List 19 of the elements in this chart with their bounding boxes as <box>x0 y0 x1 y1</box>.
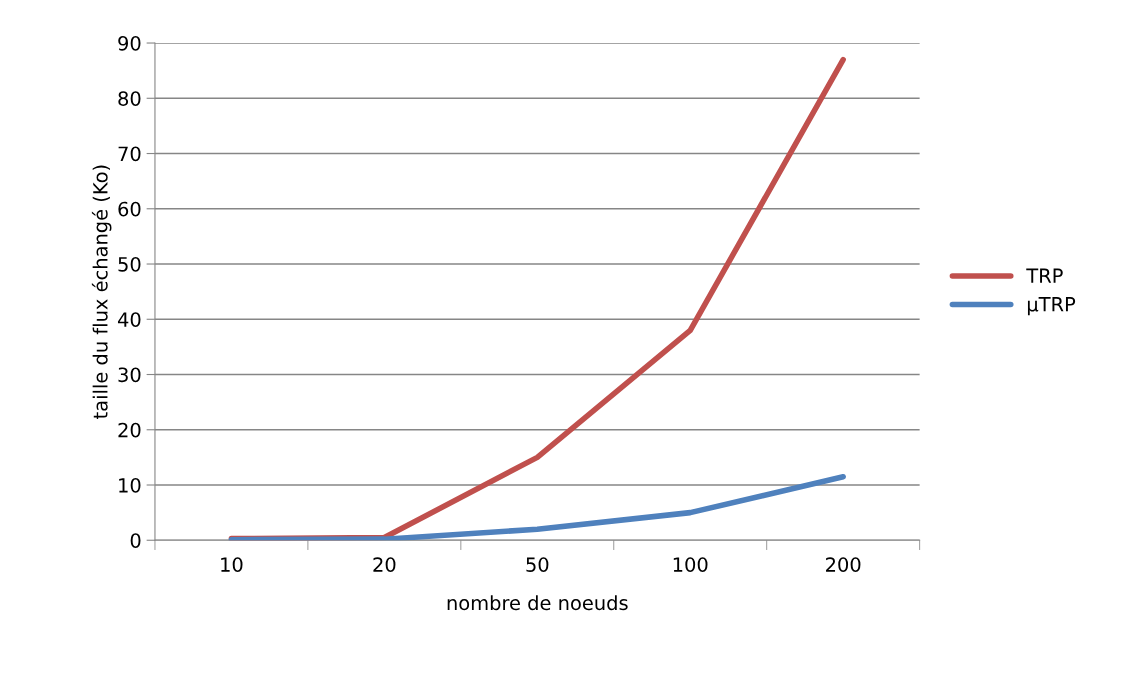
y-tick-label: 90 <box>118 35 141 51</box>
y-tick-label: 50 <box>118 256 141 272</box>
legend-label: µTRP <box>1027 297 1076 316</box>
y-tick-label: 10 <box>119 477 141 493</box>
y-tick-label: 0 <box>130 533 141 548</box>
y-tick-label: 80 <box>118 91 141 106</box>
y-tick-label: 60 <box>118 201 141 217</box>
x-axis-title: nombre de noeuds <box>447 595 628 611</box>
y-tick-label: 70 <box>118 146 141 162</box>
x-tick-label: 10 <box>221 557 243 572</box>
y-axis-title: taille du flux échangé (Ko) <box>91 165 112 419</box>
y-tick-label: 20 <box>118 422 141 438</box>
y-tick-label: 30 <box>118 367 141 383</box>
x-tick-label: 200 <box>826 557 861 572</box>
y-tick-label: 40 <box>117 312 141 327</box>
x-tick-label: 50 <box>526 557 549 572</box>
x-tick-label: 20 <box>373 557 396 572</box>
legend-label: TRP <box>1026 268 1063 283</box>
x-tick-label: 100 <box>673 557 708 572</box>
